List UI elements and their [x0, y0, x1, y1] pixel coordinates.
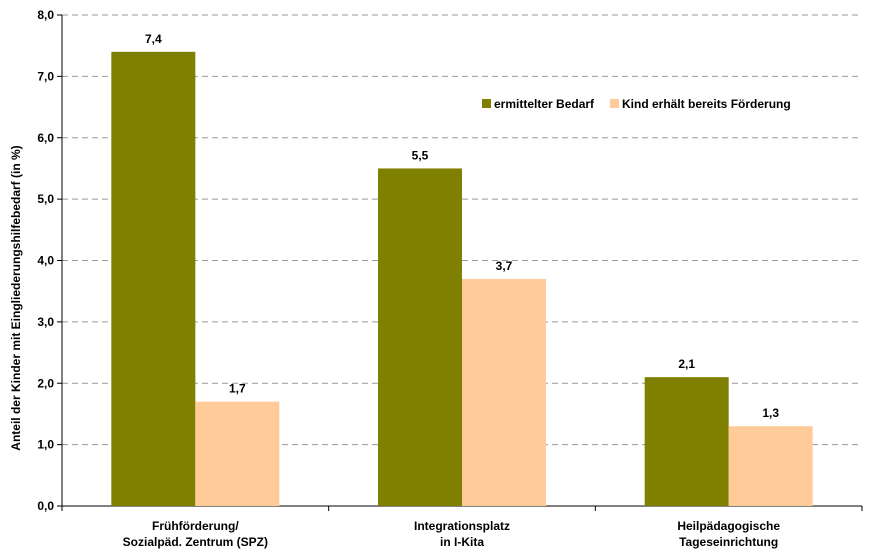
bar-foerderung: [195, 401, 280, 506]
data-label: 1,7: [229, 382, 246, 396]
category-label: Heilpädagogische: [677, 519, 780, 533]
y-tick-label: 3,0: [37, 315, 54, 329]
data-label: 1,3: [762, 406, 779, 420]
category-label: Tageseinrichtung: [679, 535, 778, 549]
category-label: Sozialpäd. Zentrum (SPZ): [123, 535, 268, 549]
data-label: 2,1: [678, 357, 695, 371]
data-labels: 7,4 1,7 5,5 3,7 2,1 1,3: [145, 32, 779, 420]
legend: ermittelter Bedarf Kind erhält bereits Fö…: [482, 97, 791, 111]
legend-label: ermittelter Bedarf: [494, 97, 595, 111]
category-label: Frühförderung/: [152, 519, 239, 533]
bar-foerderung: [462, 278, 546, 506]
y-tick-label: 0,0: [37, 499, 54, 513]
y-tick-label: 6,0: [37, 131, 54, 145]
bar-bedarf: [111, 51, 196, 506]
y-axis-label: Anteil der Kinder mit Eingliederungshilf…: [9, 145, 23, 450]
data-label: 7,4: [145, 32, 162, 46]
legend-swatch: [482, 99, 491, 108]
data-label: 5,5: [412, 148, 429, 162]
y-tick-label: 2,0: [37, 376, 54, 390]
data-label: 3,7: [496, 259, 513, 273]
category-label: in I-Kita: [440, 535, 484, 549]
bar-bedarf: [378, 168, 462, 506]
category-labels: Frühförderung/Sozialpäd. Zentrum (SPZ) In…: [123, 519, 781, 549]
y-tick-label: 4,0: [37, 254, 54, 268]
bar-bedarf: [644, 377, 729, 506]
bars: [111, 51, 813, 506]
category-label: Integrationsplatz: [414, 519, 510, 533]
y-tick-label: 7,0: [37, 69, 54, 83]
y-tick-label: 1,0: [37, 438, 54, 452]
legend-swatch: [610, 99, 619, 108]
bar-foerderung: [728, 426, 813, 506]
y-tick-label: 5,0: [37, 192, 54, 206]
legend-label: Kind erhält bereits Förderung: [622, 97, 791, 111]
y-tick-label: 8,0: [37, 8, 54, 22]
